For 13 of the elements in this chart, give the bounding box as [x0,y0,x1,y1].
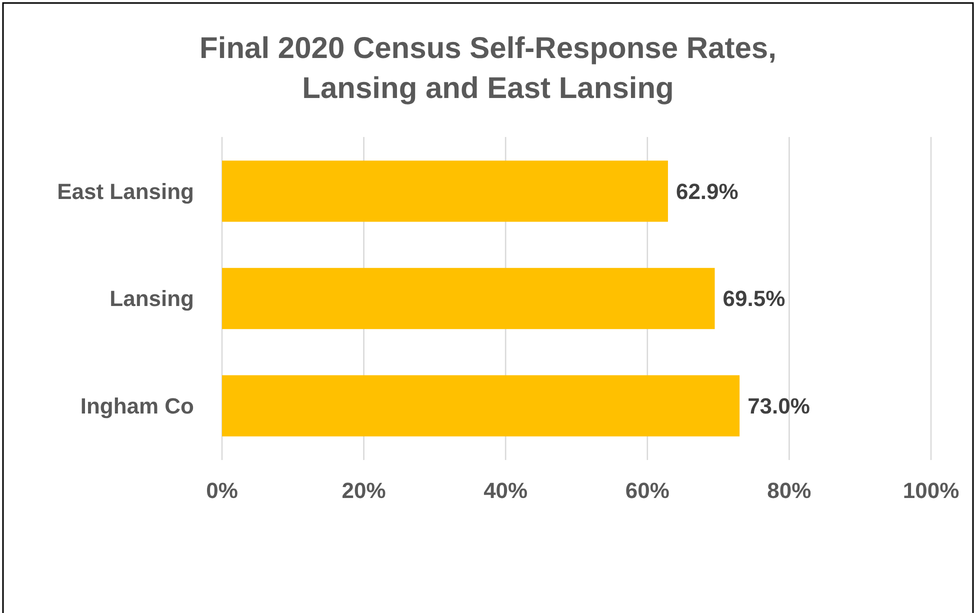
x-tick-label: 0% [206,478,238,503]
x-tick-label: 60% [625,478,670,503]
x-tick-label: 20% [342,478,386,503]
x-tick-label: 100% [902,478,960,503]
y-tick-label: East Lansing [57,178,194,204]
x-tick-label: 40% [484,478,528,503]
chart-title: Final 2020 Census Self-Response Rates, Lansing and East Lansing [200,32,776,105]
data-label: 62.9% [676,178,738,204]
data-label: 69.5% [722,286,786,312]
data-label: 73.0% [748,394,810,419]
y-tick-label: Lansing [110,286,194,312]
y-tick-label: Ingham Co [80,394,194,419]
x-tick-label: 80% [767,478,812,503]
